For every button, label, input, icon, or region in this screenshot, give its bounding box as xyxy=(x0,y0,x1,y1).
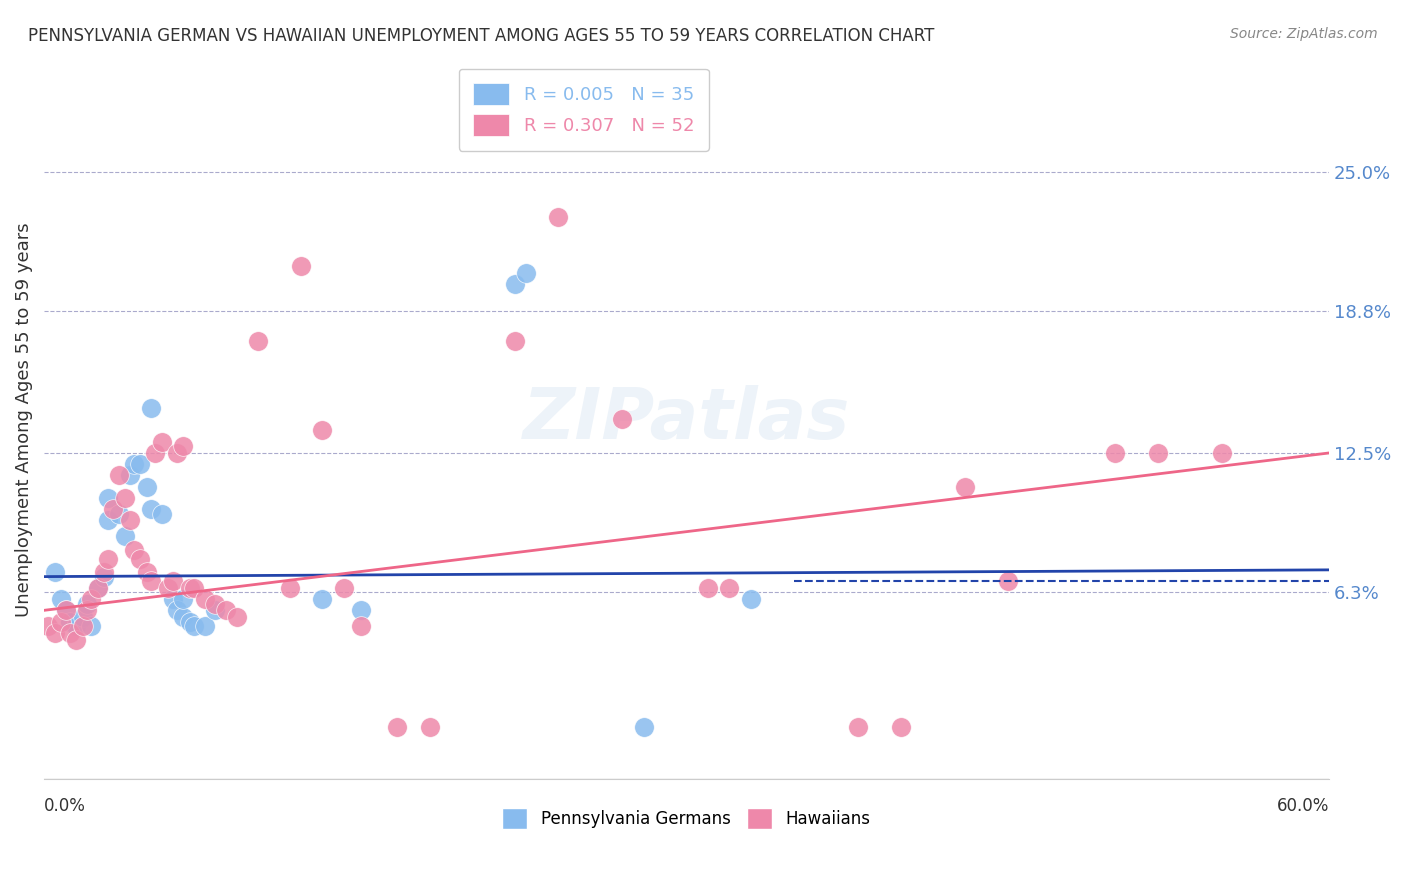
Hawaiians xyxy=(718,581,741,595)
Text: 0.0%: 0.0% xyxy=(44,797,86,815)
Pennsylvania Germans xyxy=(55,603,77,617)
Hawaiians xyxy=(93,565,115,579)
Hawaiians xyxy=(890,720,912,734)
Hawaiians xyxy=(247,334,270,348)
Hawaiians xyxy=(166,446,188,460)
Hawaiians xyxy=(122,542,145,557)
Hawaiians xyxy=(72,619,94,633)
Hawaiians xyxy=(97,551,120,566)
Hawaiians xyxy=(157,581,180,595)
Pennsylvania Germans xyxy=(179,615,201,629)
Pennsylvania Germans xyxy=(166,603,188,617)
Pennsylvania Germans xyxy=(503,277,526,292)
Pennsylvania Germans xyxy=(97,491,120,505)
Pennsylvania Germans xyxy=(76,597,98,611)
Hawaiians xyxy=(145,446,167,460)
Hawaiians xyxy=(547,210,569,224)
Pennsylvania Germans xyxy=(86,581,108,595)
Pennsylvania Germans xyxy=(172,610,194,624)
Hawaiians xyxy=(1146,446,1168,460)
Pennsylvania Germans xyxy=(162,592,184,607)
Pennsylvania Germans xyxy=(183,619,205,633)
Hawaiians xyxy=(1104,446,1126,460)
Pennsylvania Germans xyxy=(108,507,131,521)
Pennsylvania Germans xyxy=(93,569,115,583)
Hawaiians xyxy=(59,625,82,640)
Y-axis label: Unemployment Among Ages 55 to 59 years: Unemployment Among Ages 55 to 59 years xyxy=(15,222,32,616)
Hawaiians xyxy=(37,619,59,633)
Pennsylvania Germans xyxy=(633,720,655,734)
Hawaiians xyxy=(162,574,184,588)
Hawaiians xyxy=(419,720,441,734)
Hawaiians xyxy=(350,619,373,633)
Hawaiians xyxy=(333,581,356,595)
Pennsylvania Germans xyxy=(118,468,141,483)
Hawaiians xyxy=(108,468,131,483)
Pennsylvania Germans xyxy=(350,603,373,617)
Pennsylvania Germans xyxy=(59,615,82,629)
Pennsylvania Germans xyxy=(80,619,103,633)
Pennsylvania Germans xyxy=(72,610,94,624)
Hawaiians xyxy=(51,615,73,629)
Hawaiians xyxy=(846,720,869,734)
Hawaiians xyxy=(612,412,634,426)
Pennsylvania Germans xyxy=(97,513,120,527)
Pennsylvania Germans xyxy=(135,480,157,494)
Hawaiians xyxy=(76,603,98,617)
Hawaiians xyxy=(194,592,217,607)
Pennsylvania Germans xyxy=(129,457,152,471)
Pennsylvania Germans xyxy=(44,565,66,579)
Hawaiians xyxy=(44,625,66,640)
Hawaiians xyxy=(150,434,173,449)
Hawaiians xyxy=(101,502,124,516)
Hawaiians xyxy=(80,592,103,607)
Pennsylvania Germans xyxy=(51,592,73,607)
Pennsylvania Germans xyxy=(740,592,762,607)
Text: Source: ZipAtlas.com: Source: ZipAtlas.com xyxy=(1230,27,1378,41)
Pennsylvania Germans xyxy=(172,592,194,607)
Pennsylvania Germans xyxy=(311,592,333,607)
Text: 60.0%: 60.0% xyxy=(1277,797,1329,815)
Pennsylvania Germans xyxy=(194,619,217,633)
Hawaiians xyxy=(280,581,302,595)
Pennsylvania Germans xyxy=(150,507,173,521)
Pennsylvania Germans xyxy=(65,619,87,633)
Hawaiians xyxy=(503,334,526,348)
Hawaiians xyxy=(997,574,1019,588)
Hawaiians xyxy=(141,574,163,588)
Hawaiians xyxy=(172,439,194,453)
Legend: Pennsylvania Germans, Hawaiians: Pennsylvania Germans, Hawaiians xyxy=(496,802,877,835)
Text: ZIPatlas: ZIPatlas xyxy=(523,384,851,454)
Hawaiians xyxy=(290,260,312,274)
Hawaiians xyxy=(55,603,77,617)
Hawaiians xyxy=(387,720,409,734)
Pennsylvania Germans xyxy=(141,502,163,516)
Hawaiians xyxy=(225,610,247,624)
Hawaiians xyxy=(311,424,333,438)
Hawaiians xyxy=(696,581,718,595)
Pennsylvania Germans xyxy=(141,401,163,415)
Hawaiians xyxy=(179,581,201,595)
Text: PENNSYLVANIA GERMAN VS HAWAIIAN UNEMPLOYMENT AMONG AGES 55 TO 59 YEARS CORRELATI: PENNSYLVANIA GERMAN VS HAWAIIAN UNEMPLOY… xyxy=(28,27,935,45)
Pennsylvania Germans xyxy=(114,529,136,543)
Hawaiians xyxy=(204,597,226,611)
Hawaiians xyxy=(129,551,152,566)
Hawaiians xyxy=(135,565,157,579)
Pennsylvania Germans xyxy=(515,266,537,280)
Hawaiians xyxy=(183,581,205,595)
Hawaiians xyxy=(953,480,976,494)
Hawaiians xyxy=(86,581,108,595)
Hawaiians xyxy=(1211,446,1233,460)
Pennsylvania Germans xyxy=(122,457,145,471)
Hawaiians xyxy=(118,513,141,527)
Hawaiians xyxy=(65,632,87,647)
Hawaiians xyxy=(215,603,238,617)
Pennsylvania Germans xyxy=(204,603,226,617)
Hawaiians xyxy=(114,491,136,505)
